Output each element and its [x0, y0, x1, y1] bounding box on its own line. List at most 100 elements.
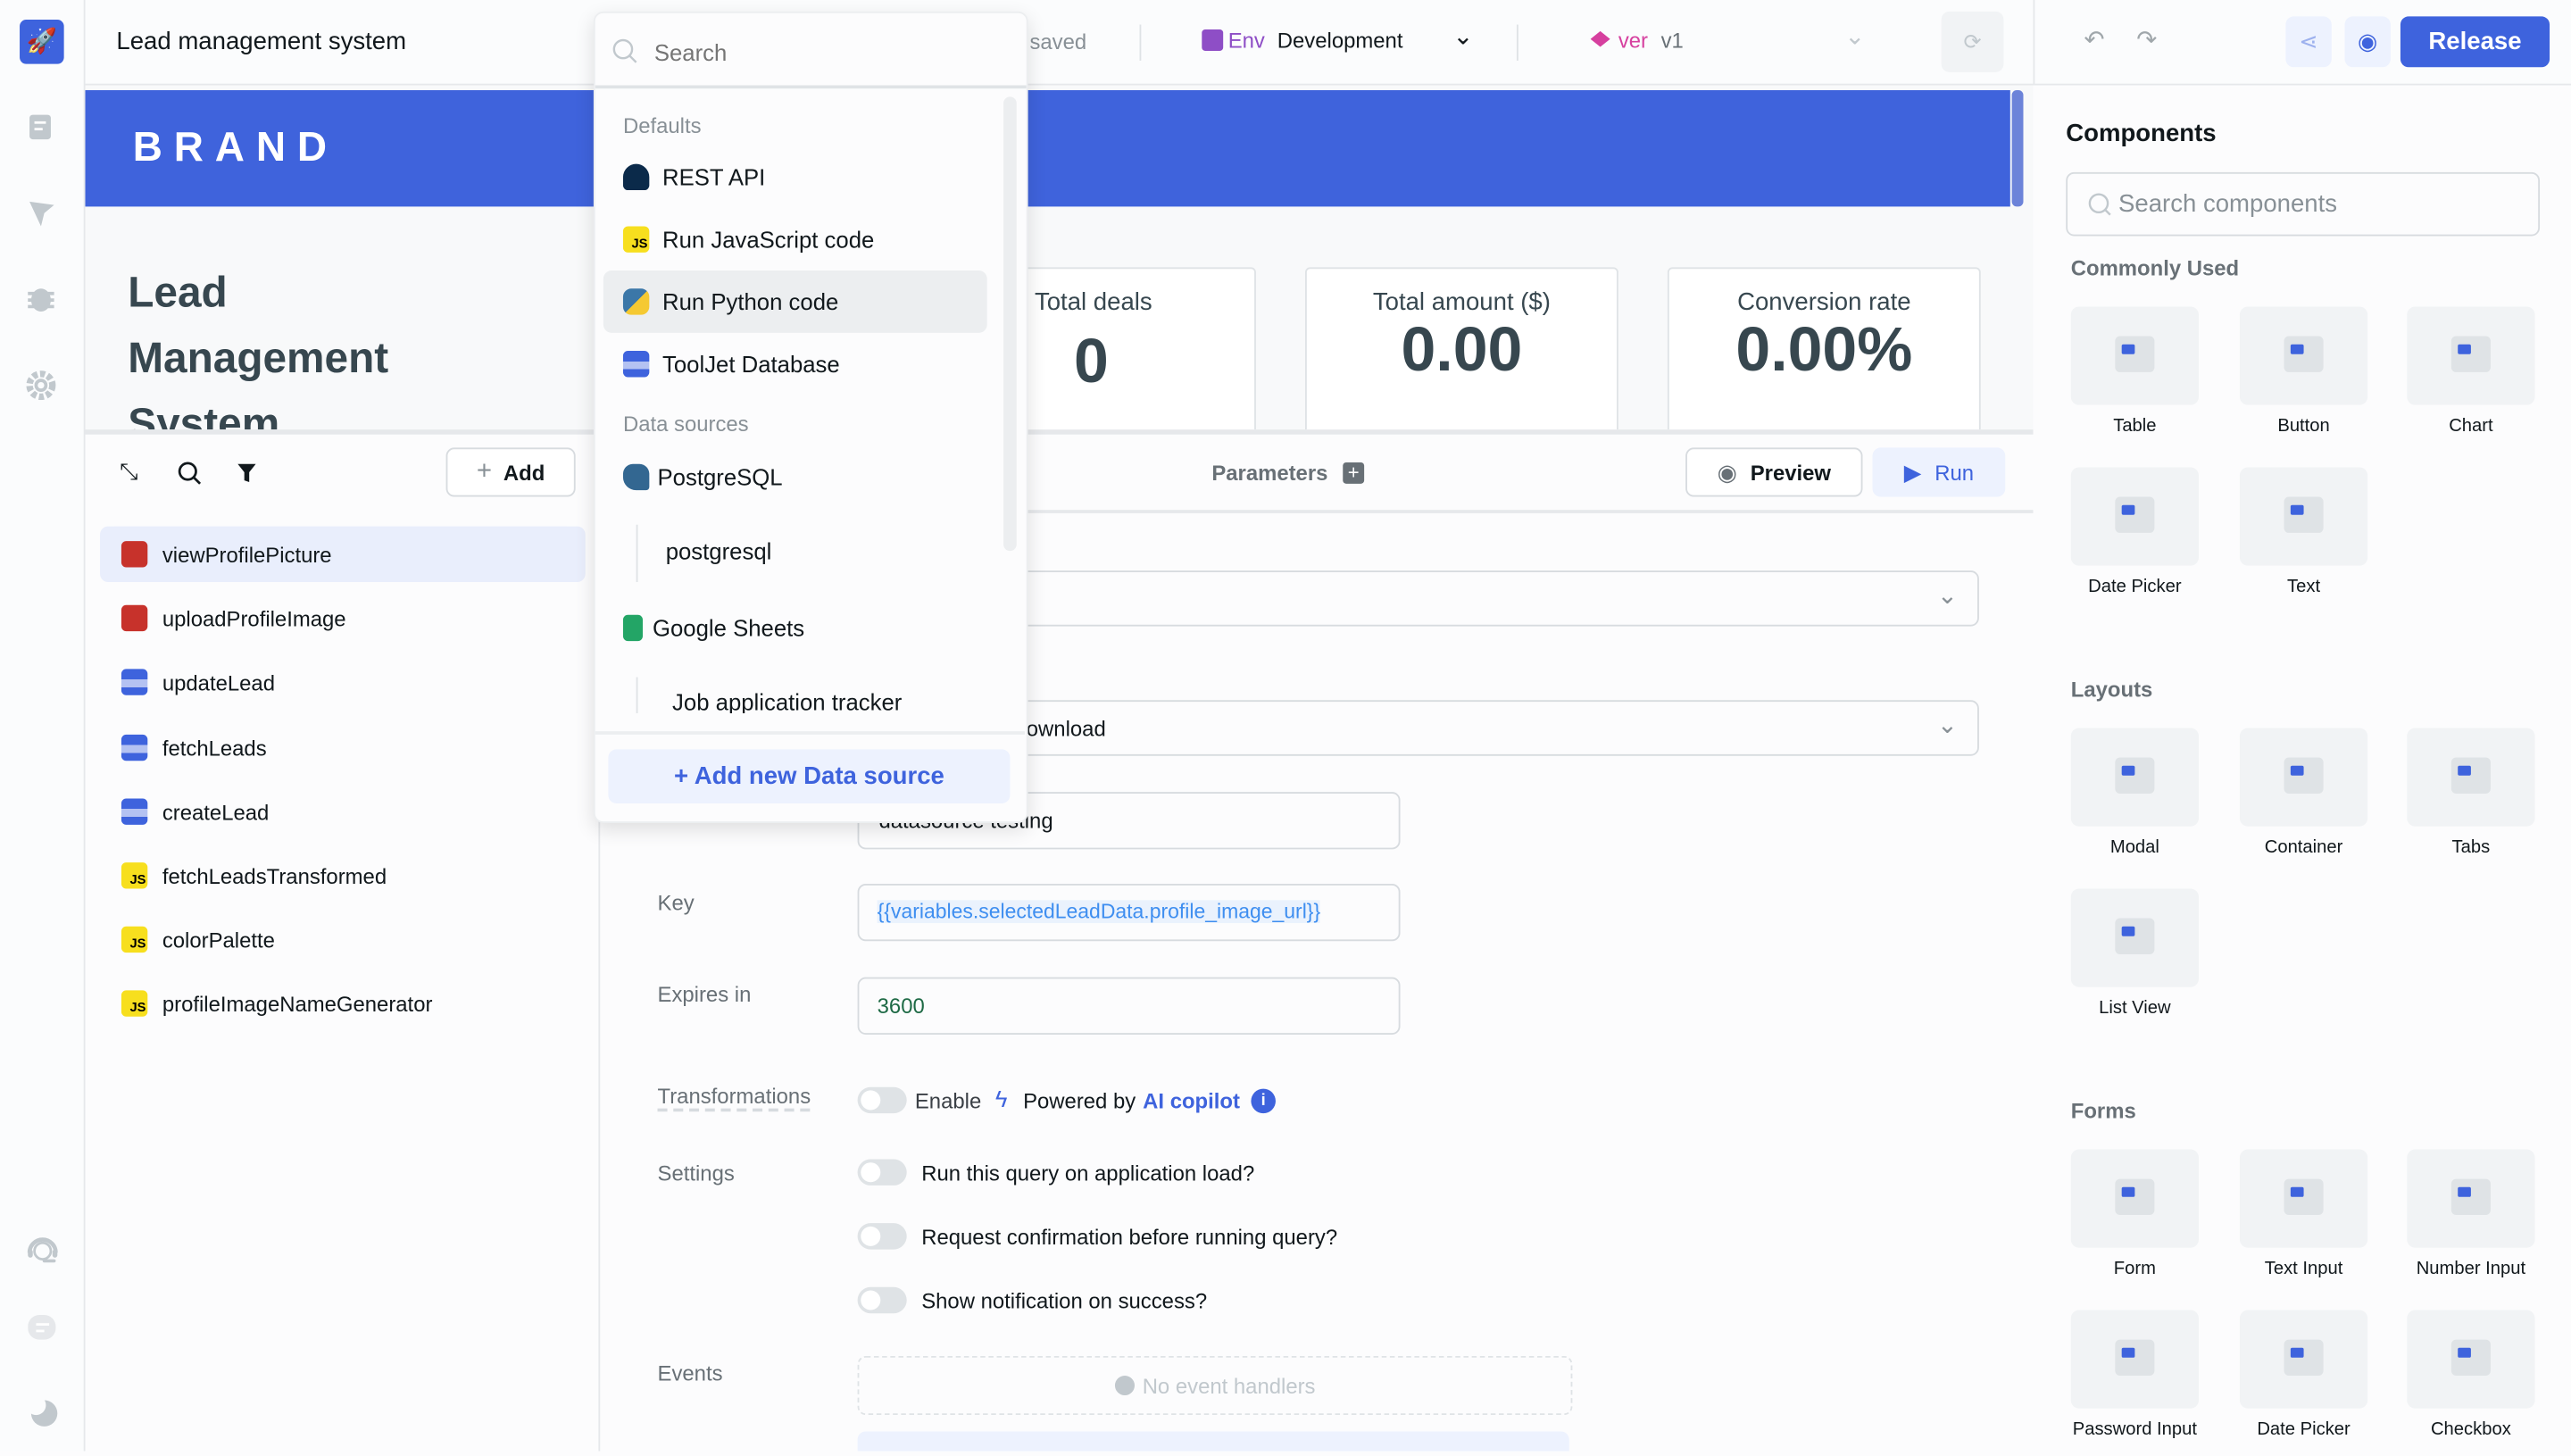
component-container[interactable] — [2239, 728, 2368, 827]
top-bar: Lead management system saved Env Develop… — [85, 0, 2571, 86]
db-icon — [121, 734, 148, 761]
query-item[interactable]: viewProfilePicture — [121, 541, 332, 568]
redo-icon[interactable]: ↷ — [2136, 26, 2158, 54]
pages-icon[interactable] — [28, 113, 55, 143]
option-tooljet-database[interactable]: ToolJet Database — [622, 351, 840, 378]
component-date-picker[interactable] — [2070, 467, 2200, 566]
component-icon — [2115, 1339, 2155, 1376]
datasource-postgresql: PostgreSQL — [622, 463, 783, 491]
datasource-item[interactable]: postgresql — [665, 537, 772, 564]
query-item[interactable]: JS profileImageNameGenerator — [121, 990, 433, 1017]
js-icon: JS — [121, 990, 148, 1017]
version-value: v1 — [1660, 28, 1684, 53]
canvas-scrollbar[interactable] — [2011, 90, 2024, 207]
setting-label: Request confirmation before running quer… — [921, 1225, 1338, 1250]
info-icon — [1114, 1375, 1135, 1396]
query-item[interactable]: createLead — [121, 798, 269, 825]
component-form[interactable] — [2070, 1149, 2200, 1248]
filter-icon[interactable] — [236, 462, 257, 484]
collapse-icon[interactable]: ⤡ — [120, 457, 138, 484]
version-selector[interactable]: ver v1 ⌄ — [1590, 23, 1869, 59]
component-table[interactable] — [2070, 306, 2200, 405]
run-button[interactable]: ▶ Run — [1872, 447, 2006, 497]
rocket-logo-icon[interactable]: 🚀 — [20, 20, 64, 64]
show-notification-toggle[interactable] — [857, 1286, 907, 1314]
datasource-item[interactable]: Job application tracker — [672, 688, 903, 713]
debugger-icon[interactable] — [26, 284, 55, 313]
query-item[interactable]: JS fetchLeadsTransformed — [121, 862, 387, 889]
chat-icon[interactable] — [28, 1315, 57, 1341]
component-label: Modal — [2109, 837, 2159, 858]
section-heading: Forms — [2070, 1098, 2136, 1124]
option-run-javascript[interactable]: JS Run JavaScript code — [622, 226, 874, 253]
operation-select[interactable]: ownload ⌄ — [857, 700, 1979, 756]
component-icon — [2450, 1339, 2491, 1376]
expires-field[interactable]: 3600 — [857, 977, 1401, 1035]
settings-icon[interactable] — [26, 370, 56, 401]
selected-item-highlight — [603, 270, 987, 333]
component-label: Number Input — [2416, 1259, 2526, 1279]
query-item[interactable]: JS colorPalette — [121, 926, 275, 953]
component-button[interactable] — [2239, 306, 2368, 405]
request-confirmation-toggle[interactable] — [857, 1223, 907, 1250]
dark-mode-icon[interactable] — [26, 1398, 59, 1428]
component-chart[interactable] — [2407, 306, 2535, 405]
query-item[interactable]: uploadProfileImage — [121, 604, 346, 632]
transformations-toggle[interactable] — [857, 1086, 907, 1114]
comments-icon[interactable] — [28, 198, 57, 228]
add-new-datasource-button[interactable]: + Add new Data source — [608, 749, 1011, 803]
components-title: Components — [2066, 120, 2217, 148]
search-icon — [612, 38, 637, 63]
query-name: fetchLeads — [162, 735, 267, 761]
component-tabs[interactable] — [2407, 728, 2535, 827]
operation-select-1[interactable]: ⌄ — [857, 570, 1979, 627]
js-icon: JS — [121, 862, 148, 889]
add-query-dropdown — [593, 11, 1028, 824]
ai-copilot-link[interactable]: AI copilot — [1143, 1088, 1240, 1114]
undo-icon[interactable]: ↶ — [2084, 26, 2105, 54]
key-field[interactable]: {{variables.selectedLeadData.profile_ima… — [857, 883, 1401, 942]
component-icon — [2115, 496, 2155, 533]
query-item[interactable]: updateLead — [121, 669, 275, 695]
component-number-input[interactable] — [2407, 1149, 2535, 1248]
release-button[interactable]: Release — [2400, 16, 2550, 68]
enable-label: Enable — [914, 1088, 982, 1114]
run-on-load-toggle[interactable] — [857, 1159, 907, 1186]
component-icon — [2284, 1339, 2324, 1376]
preview-app-button[interactable]: ◉ — [2344, 16, 2391, 68]
search-icon[interactable] — [177, 461, 202, 486]
search-components-input[interactable]: Search components — [2066, 171, 2541, 237]
add-query-button[interactable]: + Add — [445, 447, 576, 497]
query-item[interactable]: fetchLeads — [121, 734, 267, 761]
refresh-button[interactable]: ⟳ — [1941, 11, 2004, 72]
query-name: colorPalette — [162, 927, 275, 953]
new-event-handler-button[interactable] — [857, 1431, 1569, 1452]
option-rest-api[interactable]: REST API — [622, 163, 765, 191]
component-date-picker[interactable] — [2239, 1310, 2368, 1409]
share-button[interactable]: ⋖ — [2285, 16, 2332, 68]
option-run-python[interactable]: Run Python code — [622, 288, 838, 315]
component-text-input[interactable] — [2239, 1149, 2368, 1248]
datasource-google-sheets: Google Sheets — [622, 614, 804, 642]
preview-button[interactable]: ◉ Preview — [1685, 447, 1863, 497]
js-icon: JS — [121, 926, 148, 953]
query-name: uploadProfileImage — [162, 605, 346, 631]
add-parameter-icon[interactable]: + — [1343, 462, 1365, 484]
dropdown-scrollbar[interactable] — [1003, 96, 1017, 552]
component-checkbox[interactable] — [2407, 1310, 2535, 1409]
datasource-search-input[interactable] — [651, 32, 1003, 72]
component-list-view[interactable] — [2070, 888, 2200, 987]
version-label: ver — [1618, 28, 1648, 53]
rest-api-icon — [622, 163, 650, 191]
component-label: Chart — [2449, 416, 2493, 437]
stat-card-total-amount: Total amount ($) 0.00 — [1305, 267, 1618, 430]
component-text[interactable] — [2239, 467, 2368, 566]
support-icon[interactable] — [25, 1233, 61, 1266]
app-title[interactable]: Lead management system — [116, 28, 407, 56]
info-icon[interactable]: i — [1251, 1088, 1276, 1114]
environment-selector[interactable]: Env Development ⌄ — [1202, 23, 1480, 59]
component-modal[interactable] — [2070, 728, 2200, 827]
component-password-input[interactable] — [2070, 1310, 2200, 1409]
key-label: Key — [657, 890, 695, 915]
brand-header: BRAND — [85, 90, 2010, 207]
